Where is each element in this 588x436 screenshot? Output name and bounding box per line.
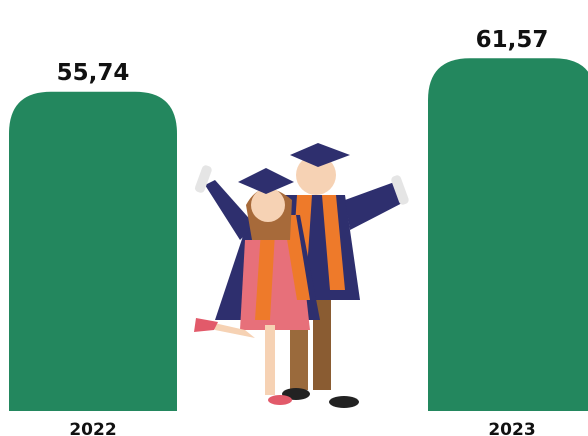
value-label: 61,57 xyxy=(476,27,549,53)
diploma xyxy=(194,165,212,193)
bar xyxy=(9,91,177,412)
bar xyxy=(428,58,588,411)
woman-leg xyxy=(265,325,275,395)
man-stole xyxy=(322,195,345,290)
woman-shoe xyxy=(268,395,292,405)
value-label: 55,74 xyxy=(57,60,130,86)
woman-head xyxy=(251,188,285,222)
woman-leg xyxy=(210,322,255,338)
bars xyxy=(9,58,588,412)
diploma xyxy=(391,175,409,205)
man-head xyxy=(296,155,336,195)
woman-stole xyxy=(255,215,276,320)
woman-cap xyxy=(238,168,294,194)
woman-arm xyxy=(205,180,255,240)
x-tick-label: 2023 xyxy=(488,420,535,436)
man-arm xyxy=(345,180,408,230)
man-cap xyxy=(290,143,350,167)
man-shoe xyxy=(329,396,359,408)
graduates-illustration xyxy=(194,143,409,408)
x-tick-label: 2022 xyxy=(69,420,116,436)
woman-shoe xyxy=(194,318,218,332)
labels: 55,74 2022 61,57 2023 xyxy=(57,27,549,436)
